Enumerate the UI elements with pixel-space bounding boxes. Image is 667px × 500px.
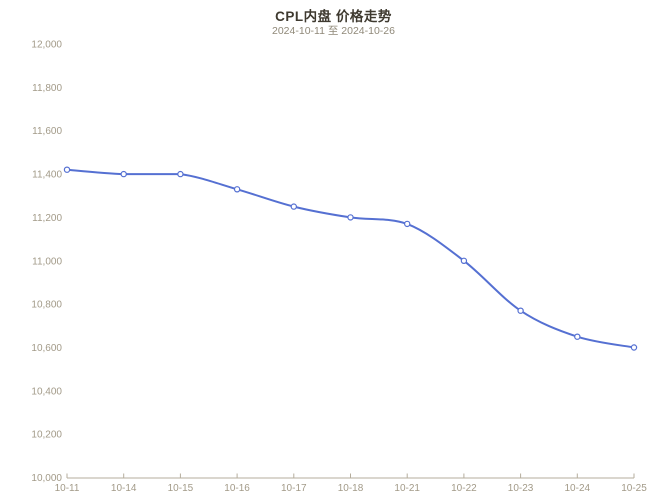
data-point-marker[interactable] <box>290 203 297 210</box>
y-axis-label: 10,400 <box>31 386 62 397</box>
x-axis-label: 10-16 <box>224 483 250 494</box>
data-point-marker[interactable] <box>120 170 127 178</box>
y-axis-label: 10,600 <box>31 343 62 354</box>
chart-title: CPL内盘 价格走势 <box>275 9 392 24</box>
y-axis-label: 11,800 <box>32 83 62 94</box>
x-axis-label: 10-24 <box>565 483 591 494</box>
data-point-marker[interactable] <box>630 344 638 351</box>
x-axis-label: 10-21 <box>394 483 420 494</box>
x-axis-label: 10-23 <box>508 483 534 494</box>
x-axis-label: 10-15 <box>168 483 194 494</box>
x-axis-label: 10-11 <box>55 483 80 494</box>
chart-subtitle: 2024-10-11 至 2024-10-26 <box>272 25 395 37</box>
y-axis-label: 11,000 <box>32 256 62 267</box>
x-axis-label: 10-25 <box>621 483 647 494</box>
x-axis-label: 10-14 <box>111 483 137 494</box>
data-point-marker[interactable] <box>63 166 71 173</box>
y-axis-label: 12,000 <box>31 40 62 51</box>
y-axis-label: 10,200 <box>31 430 62 441</box>
y-axis-label: 11,600 <box>32 126 62 137</box>
y-axis-label: 10,800 <box>31 300 62 311</box>
data-point-marker[interactable] <box>460 257 468 264</box>
price-line <box>66 168 635 349</box>
x-axis-label: 10-18 <box>338 483 364 494</box>
data-point-marker[interactable] <box>177 170 184 178</box>
data-point-marker[interactable] <box>347 214 354 221</box>
y-axis-label: 10,000 <box>31 473 62 484</box>
x-axis-label: 10-17 <box>281 483 307 494</box>
data-point-marker[interactable] <box>574 333 581 340</box>
x-axis-label: 10-22 <box>451 483 477 494</box>
data-point-marker[interactable] <box>233 186 241 193</box>
y-axis-label: 11,400 <box>32 170 62 181</box>
y-axis-label: 11,200 <box>32 213 62 224</box>
data-point-marker[interactable] <box>404 220 411 228</box>
data-point-marker[interactable] <box>517 307 524 314</box>
